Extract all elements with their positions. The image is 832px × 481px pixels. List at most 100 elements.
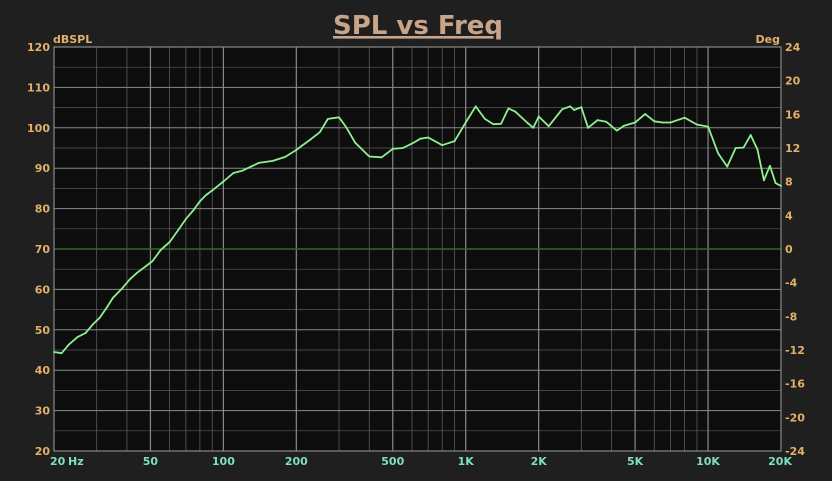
spl-data-point <box>474 105 477 108</box>
series-layer <box>53 105 782 355</box>
y-right-tick-label: 12 <box>785 142 800 155</box>
spl-data-point <box>168 241 171 244</box>
spl-data-point <box>105 306 108 309</box>
y-left-tick-label: 80 <box>35 203 51 216</box>
spl-data-point <box>145 265 148 267</box>
spl-data-point <box>368 155 371 158</box>
spl-data-point <box>683 116 686 119</box>
y-axis-left-label: dBSPL <box>53 33 92 46</box>
x-tick-label: 50 <box>143 455 159 468</box>
spl-data-point <box>338 116 340 119</box>
spl-data-point <box>411 142 413 145</box>
spl-data-point <box>653 120 656 123</box>
y-axis-left-ticks: 20 30 40 50 60 70 80 90 100 110 120 <box>27 41 50 458</box>
spl-data-point <box>391 147 394 150</box>
spl-data-point <box>547 125 550 128</box>
spl-data-point <box>762 179 765 182</box>
spl-data-point <box>300 145 303 147</box>
spl-data-point <box>696 123 698 126</box>
spl-data-point <box>60 352 63 355</box>
x-tick-label: 500 <box>381 455 404 468</box>
spl-data-point <box>67 343 70 346</box>
spl-data-point <box>198 200 201 203</box>
spl-data-point <box>53 351 55 353</box>
spl-data-point <box>92 323 95 326</box>
y-right-tick-label: -20 <box>785 411 805 424</box>
chart-title: SPL vs Freq <box>333 11 503 41</box>
spl-data-point <box>284 155 287 158</box>
spl-data-point <box>344 125 347 128</box>
spl-data-point <box>526 122 529 124</box>
spl-data-point <box>726 165 729 168</box>
spl-data-point <box>605 120 608 123</box>
spl-data-point <box>232 172 235 174</box>
spl-data-point <box>205 193 208 196</box>
x-tick-label: 20K <box>768 455 792 468</box>
x-tick-label: 5K <box>627 455 644 468</box>
spl-data-point <box>136 271 138 274</box>
y-right-tick-label: 8 <box>785 176 793 189</box>
spl-series-line <box>53 105 782 355</box>
spl-data-point <box>717 152 719 155</box>
spl-data-point <box>159 249 162 252</box>
y-right-tick-label: -8 <box>785 310 797 323</box>
spl-data-point <box>537 115 540 118</box>
spl-data-point <box>111 296 114 299</box>
spl-data-point <box>569 105 572 108</box>
spl-data-point <box>707 125 709 128</box>
y-right-tick-label: -12 <box>785 344 805 357</box>
spl-data-point <box>354 141 357 144</box>
y-right-tick-label: -16 <box>785 378 805 391</box>
spl-data-point <box>615 129 618 132</box>
spl-data-point <box>661 121 664 124</box>
spl-data-point <box>644 113 647 115</box>
y-left-tick-label: 110 <box>27 81 50 94</box>
spl-data-point <box>532 126 535 129</box>
spl-data-point <box>184 218 187 221</box>
spl-data-point <box>441 144 444 147</box>
y-right-tick-label: 24 <box>785 41 801 54</box>
y-left-tick-label: 40 <box>35 364 51 377</box>
spl-data-point <box>484 118 486 120</box>
spl-data-point <box>561 108 564 111</box>
spl-data-point <box>573 109 575 111</box>
y-left-tick-label: 20 <box>35 445 51 458</box>
x-tick-label: 20 <box>50 455 66 468</box>
spl-data-point <box>76 336 79 338</box>
spl-data-point <box>774 182 777 185</box>
y-left-tick-label: 60 <box>35 283 51 296</box>
x-tick-label: 2K <box>531 455 548 468</box>
y-left-tick-label: 100 <box>27 122 50 135</box>
spl-data-point <box>596 119 599 122</box>
spl-data-point <box>742 146 745 149</box>
spl-data-point <box>634 121 637 124</box>
spl-data-point <box>401 147 404 149</box>
spl-data-point <box>419 137 422 140</box>
y-right-tick-label: -24 <box>785 445 805 458</box>
y-left-tick-label: 50 <box>35 324 51 337</box>
spl-data-point <box>128 278 131 281</box>
spl-data-point <box>514 110 517 113</box>
spl-data-point <box>211 189 214 192</box>
y-right-tick-label: -4 <box>785 277 798 290</box>
spl-data-point <box>756 148 759 151</box>
spl-data-point <box>250 165 252 168</box>
spl-data-point <box>464 121 467 124</box>
spl-data-point <box>453 140 456 143</box>
spl-data-point <box>271 160 274 162</box>
spl-data-point <box>749 134 752 136</box>
spl-data-point <box>151 260 154 263</box>
x-tick-label: 100 <box>212 455 235 468</box>
spl-data-point <box>587 126 590 129</box>
y-axis-right-ticks: -24 -20 -16 -12 -8 -4 0 4 8 12 16 20 24 <box>785 41 805 458</box>
y-left-tick-label: 120 <box>27 41 50 54</box>
spl-data-point <box>84 332 87 334</box>
spl-data-point <box>623 124 625 127</box>
spl-data-point <box>120 288 123 290</box>
spl-data-point <box>310 138 312 141</box>
spl-data-point <box>327 118 329 120</box>
spl-data-point <box>580 106 583 109</box>
y-left-tick-label: 70 <box>35 243 51 256</box>
spl-data-point <box>192 209 195 212</box>
plot-border <box>53 46 782 452</box>
